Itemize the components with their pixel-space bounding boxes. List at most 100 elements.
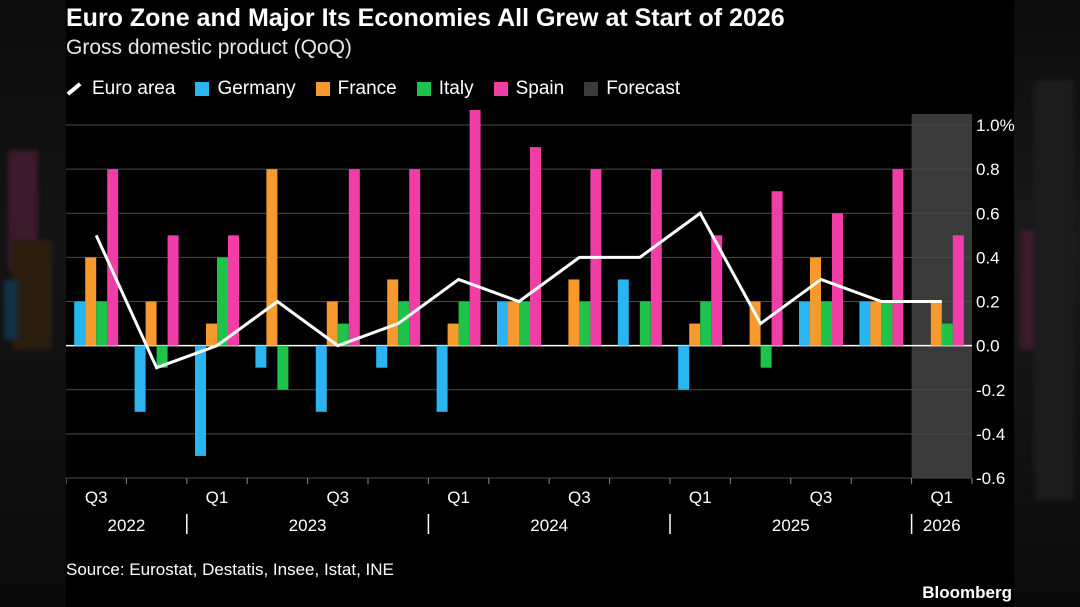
bar-france xyxy=(508,301,519,346)
y-tick-label: 0.8 xyxy=(976,160,1000,179)
legend-label: Euro area xyxy=(92,78,176,99)
legend-item-germany: Germany xyxy=(195,78,296,100)
bar-italy xyxy=(519,301,530,346)
x-quarter-label: Q1 xyxy=(689,488,712,507)
bar-spain xyxy=(167,235,179,346)
y-tick-label: -0.2 xyxy=(976,381,1005,400)
bar-france xyxy=(689,323,701,346)
bar-italy xyxy=(156,345,168,368)
bar-italy xyxy=(277,345,289,390)
bar-germany xyxy=(436,345,448,412)
bar-spain xyxy=(832,213,843,346)
bar-italy xyxy=(639,301,651,346)
x-quarter-label: Q1 xyxy=(930,488,953,507)
bar-france xyxy=(447,323,459,346)
x-quarter-label: Q3 xyxy=(326,488,349,507)
legend-item-forecast: Forecast xyxy=(584,78,680,100)
bar-italy xyxy=(881,301,893,346)
bar-france xyxy=(266,169,278,346)
square-swatch-icon xyxy=(315,82,330,96)
bar-italy xyxy=(760,345,772,368)
bar-germany xyxy=(678,345,690,390)
left-background-blur xyxy=(0,0,66,607)
bar-france xyxy=(326,301,338,346)
legend-item-euro-area: Euro area xyxy=(66,78,175,100)
right-background-blur xyxy=(1014,0,1080,607)
x-quarter-label: Q3 xyxy=(568,488,591,507)
bar-france xyxy=(206,323,217,346)
x-quarter-label: Q3 xyxy=(85,488,108,507)
bar-spain xyxy=(348,169,360,346)
bar-france xyxy=(85,257,97,346)
bar-germany xyxy=(617,279,629,346)
bar-italy xyxy=(217,257,228,346)
x-year-label: 2024 xyxy=(530,516,568,535)
bar-france xyxy=(870,301,882,346)
legend-label: Spain xyxy=(515,78,565,99)
bar-italy xyxy=(579,301,591,346)
chart-card: Euro Zone and Major Its Economies All Gr… xyxy=(66,0,1014,607)
bar-italy xyxy=(821,301,832,346)
bar-germany xyxy=(497,301,508,346)
bar-spain xyxy=(650,169,662,346)
bar-france xyxy=(810,257,821,346)
legend-item-italy: Italy xyxy=(416,78,474,100)
line-swatch-icon xyxy=(66,82,82,96)
bar-spain xyxy=(469,110,481,346)
bar-germany xyxy=(134,345,146,412)
blur-blob xyxy=(4,280,18,340)
bar-italy xyxy=(337,323,349,346)
bar-spain xyxy=(409,169,421,346)
legend-label: Germany xyxy=(217,78,296,99)
chart-subtitle: Gross domestic product (QoQ) xyxy=(66,36,352,59)
bar-italy xyxy=(941,323,953,346)
square-swatch-icon xyxy=(195,82,210,96)
bar-france xyxy=(568,279,580,346)
bloomberg-logo: Bloomberg xyxy=(922,583,1012,602)
legend: Euro area Germany France Italy Spain For… xyxy=(66,78,700,100)
line-euro-area xyxy=(94,211,942,370)
bar-spain xyxy=(892,169,904,346)
bar-germany xyxy=(74,301,86,346)
bar-spain xyxy=(107,169,119,346)
bar-italy xyxy=(398,301,410,346)
blur-blob xyxy=(12,240,52,350)
bar-france xyxy=(749,301,761,346)
bar-germany xyxy=(315,345,327,412)
bar-spain xyxy=(530,147,541,346)
bar-france xyxy=(387,279,399,346)
y-tick-label: 0.6 xyxy=(976,204,1000,223)
y-tick-label: 1.0% xyxy=(976,116,1014,135)
x-year-label: 2025 xyxy=(772,516,810,535)
blur-blob xyxy=(1034,80,1074,500)
bar-germany xyxy=(376,345,388,368)
y-tick-label: 0.2 xyxy=(976,293,1000,312)
legend-label: France xyxy=(337,78,397,99)
bar-germany xyxy=(799,301,810,346)
y-tick-label: 0.0 xyxy=(976,337,1000,356)
x-year-label: 2026 xyxy=(923,516,961,535)
bar-spain xyxy=(771,191,783,346)
bar-germany xyxy=(255,345,267,368)
square-swatch-icon xyxy=(416,82,431,96)
y-tick-label: 0.4 xyxy=(976,248,1000,267)
bar-spain xyxy=(711,235,723,346)
legend-label: Italy xyxy=(438,78,474,99)
x-year-label: 2022 xyxy=(107,516,145,535)
bar-france xyxy=(930,301,942,346)
y-tick-label: -0.4 xyxy=(976,425,1005,444)
x-year-label: 2023 xyxy=(289,516,327,535)
legend-item-france: France xyxy=(315,78,397,100)
chart-title: Euro Zone and Major Its Economies All Gr… xyxy=(66,4,785,32)
bar-spain xyxy=(228,235,239,346)
legend-item-spain: Spain xyxy=(493,78,565,100)
source-note: Source: Eurostat, Destatis, Insee, Istat… xyxy=(66,560,394,579)
gdp-chart: -0.6 -0.4 -0.2 0.0 0.2 0.4 0.6 0.8 1.0% Q3 Q1 Q3 Q1 Q… xyxy=(66,110,1014,535)
bar-italy xyxy=(700,301,712,346)
bar-spain xyxy=(952,235,964,346)
square-swatch-icon xyxy=(584,82,599,96)
x-quarter-label: Q1 xyxy=(447,488,470,507)
square-swatch-icon xyxy=(493,82,508,96)
bar-germany xyxy=(195,345,206,456)
bar-france xyxy=(145,301,157,346)
